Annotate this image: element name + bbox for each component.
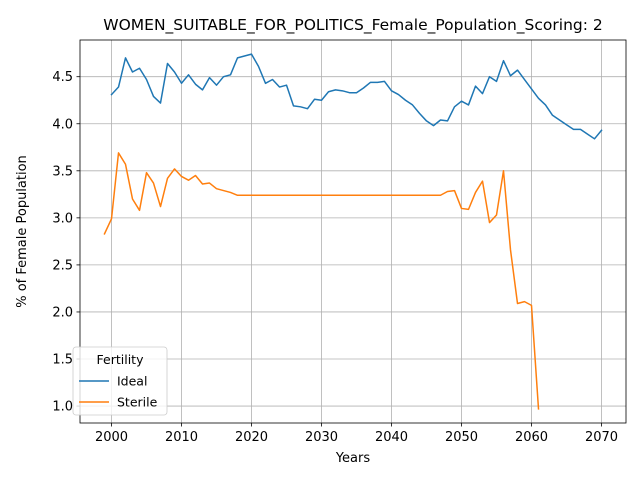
y-tick-label: 3.5 (52, 164, 73, 179)
chart-title: WOMEN_SUITABLE_FOR_POLITICS_Female_Popul… (103, 16, 603, 35)
x-tick-label: 2070 (585, 430, 618, 445)
y-tick-label: 4.5 (52, 70, 73, 85)
y-tick-label: 3.0 (52, 211, 73, 226)
x-axis-label: Years (335, 451, 371, 466)
legend-title: Fertility (97, 352, 145, 367)
x-tick-label: 2000 (95, 430, 128, 445)
x-tick-label: 2040 (375, 430, 408, 445)
y-tick-label: 1.5 (52, 353, 73, 368)
x-tick-label: 2050 (445, 430, 478, 445)
x-tick-label: 2010 (165, 430, 198, 445)
y-axis-label: % of Female Population (15, 155, 30, 308)
y-tick-label: 2.5 (52, 258, 73, 273)
y-tick-label: 2.0 (52, 305, 73, 320)
y-tick-label: 1.0 (52, 400, 73, 415)
x-tick-label: 2020 (235, 430, 268, 445)
legend-label-sterile: Sterile (117, 395, 158, 410)
legend-label-ideal: Ideal (117, 374, 147, 389)
x-tick-label: 2030 (305, 430, 338, 445)
x-tick-label: 2060 (515, 430, 548, 445)
y-tick-label: 4.0 (52, 117, 73, 132)
legend: Fertility Ideal Sterile (73, 347, 167, 415)
